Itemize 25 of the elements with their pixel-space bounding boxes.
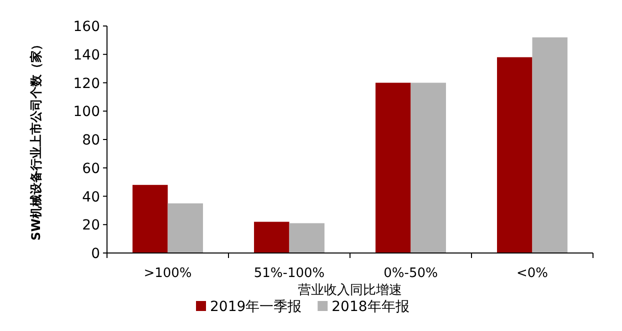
x-tick-label: <0% xyxy=(516,266,548,281)
y-tick-label: 120 xyxy=(73,76,100,92)
bar xyxy=(132,184,168,253)
x-tick-label: 51%-100% xyxy=(254,266,325,281)
x-tick-label: 0%-50% xyxy=(384,266,438,281)
x-axis-title: 营业收入同比增速 xyxy=(298,283,402,298)
bar xyxy=(497,57,532,253)
y-tick-label: 20 xyxy=(82,218,100,234)
y-tick-label: 100 xyxy=(73,104,100,120)
legend-label: 2018年年报 xyxy=(332,299,410,315)
bar xyxy=(289,223,324,253)
bar xyxy=(532,37,568,253)
bar xyxy=(168,203,203,253)
y-tick-label: 80 xyxy=(82,132,100,148)
legend-label: 2019年一季报 xyxy=(210,299,302,315)
bar xyxy=(410,82,446,253)
y-tick-label: 60 xyxy=(82,160,100,177)
y-tick-label: 0 xyxy=(91,246,100,262)
bar xyxy=(376,82,411,253)
y-axis-title: SW机械设备行业上市公司个数（家） xyxy=(29,38,43,240)
y-tick-label: 140 xyxy=(73,47,100,64)
y-tick-label: 160 xyxy=(73,19,100,35)
bar xyxy=(254,222,290,253)
y-tick-label: 40 xyxy=(82,189,100,206)
x-tick-label: >100% xyxy=(144,266,192,281)
